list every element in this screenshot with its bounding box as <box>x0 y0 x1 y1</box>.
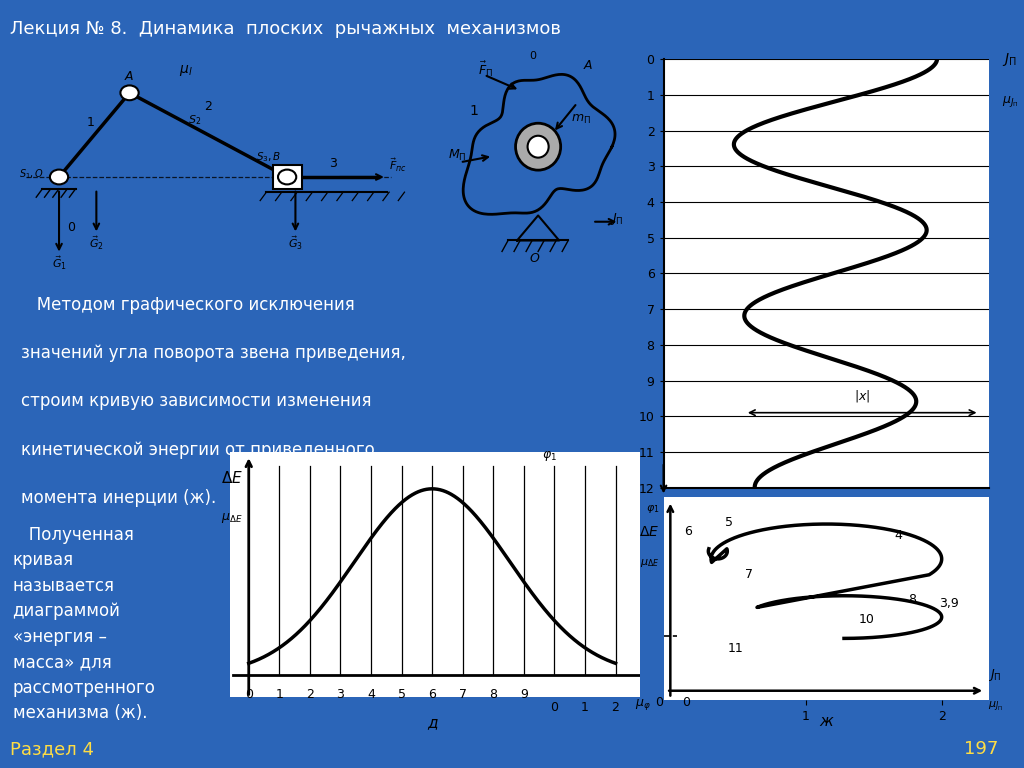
Circle shape <box>50 170 69 184</box>
Text: рассмотренного: рассмотренного <box>12 679 156 697</box>
Text: $\mu_{J_{\Pi}}$: $\mu_{J_{\Pi}}$ <box>1002 94 1019 110</box>
Text: $A$: $A$ <box>124 70 135 83</box>
Text: 7: 7 <box>459 688 467 701</box>
Text: ж: ж <box>819 713 834 729</box>
Text: $\vec{F}_{\Pi}$: $\vec{F}_{\Pi}$ <box>478 59 493 79</box>
Text: $M_{\Pi}$: $M_{\Pi}$ <box>447 148 466 164</box>
Text: $S_1,O$: $S_1,O$ <box>19 167 44 180</box>
Text: 8: 8 <box>489 688 498 701</box>
Text: $\vec{G}_2$: $\vec{G}_2$ <box>89 234 103 251</box>
Text: $0$: $0$ <box>655 697 664 709</box>
Text: строим кривую зависимости изменения: строим кривую зависимости изменения <box>22 392 372 410</box>
Text: Лекция № 8.  Динамика  плоских  рычажных  механизмов: Лекция № 8. Динамика плоских рычажных ме… <box>10 20 561 38</box>
Text: 1: 1 <box>275 688 284 701</box>
Text: 3,9: 3,9 <box>939 597 958 610</box>
Text: $0$: $0$ <box>529 49 538 61</box>
Text: Раздел 4: Раздел 4 <box>10 740 94 758</box>
Text: $\Delta E$: $\Delta E$ <box>562 515 583 529</box>
Text: 5: 5 <box>397 688 406 701</box>
Text: $S_3,B$: $S_3,B$ <box>256 151 282 164</box>
Text: 5: 5 <box>725 515 733 528</box>
Text: $J_{\Pi}$: $J_{\Pi}$ <box>988 667 1001 683</box>
Text: 197: 197 <box>964 740 998 758</box>
Text: момента инерции (ж).: момента инерции (ж). <box>22 489 216 507</box>
Text: 0: 0 <box>245 688 253 701</box>
Text: $\mu_l$: $\mu_l$ <box>179 63 193 78</box>
Text: $m_{\Pi}$: $m_{\Pi}$ <box>571 113 591 126</box>
Text: 2: 2 <box>611 701 620 714</box>
Text: 6: 6 <box>684 525 692 538</box>
Text: $\vec{G}_1$: $\vec{G}_1$ <box>51 254 67 272</box>
Text: 2: 2 <box>306 688 313 701</box>
Text: 8: 8 <box>908 593 915 606</box>
Text: $S_2$: $S_2$ <box>187 113 201 127</box>
Text: 9: 9 <box>520 688 527 701</box>
Text: называется: называется <box>12 577 115 595</box>
Text: 1: 1 <box>581 701 589 714</box>
Text: $e$: $e$ <box>838 502 848 516</box>
Text: $0$: $0$ <box>68 221 77 234</box>
Text: 4: 4 <box>894 529 902 542</box>
Text: $|x|$: $|x|$ <box>854 389 870 404</box>
Text: масса» для: масса» для <box>12 653 112 671</box>
Text: $\mu_{\varphi}$: $\mu_{\varphi}$ <box>636 697 651 713</box>
Text: $1$: $1$ <box>86 117 95 130</box>
Text: $\mu_{\Delta E}$: $\mu_{\Delta E}$ <box>561 543 584 557</box>
Text: механизма (ж).: механизма (ж). <box>12 704 147 722</box>
Text: $\Delta E$: $\Delta E$ <box>639 525 659 539</box>
Text: «энергия –: «энергия – <box>12 627 106 646</box>
Text: $2$: $2$ <box>204 100 213 113</box>
Text: $\varphi_1$: $\varphi_1$ <box>565 496 580 510</box>
Text: 3: 3 <box>337 688 344 701</box>
Circle shape <box>527 136 549 157</box>
Text: 4: 4 <box>367 688 375 701</box>
Text: 7: 7 <box>745 568 753 581</box>
Text: $\varphi_1$: $\varphi_1$ <box>646 503 659 515</box>
Text: $\mu_{J_{\Pi}}$: $\mu_{J_{\Pi}}$ <box>988 700 1002 714</box>
Circle shape <box>278 170 296 184</box>
Text: кинетической энергии от приведенного: кинетической энергии от приведенного <box>22 441 375 458</box>
Text: 6: 6 <box>428 688 436 701</box>
Text: $3$: $3$ <box>329 157 338 170</box>
Circle shape <box>121 85 138 100</box>
Text: значений угла поворота звена приведения,: значений угла поворота звена приведения, <box>22 344 406 362</box>
Text: 11: 11 <box>728 641 743 654</box>
Text: $\vec{F}_{пс}$: $\vec{F}_{пс}$ <box>389 157 407 174</box>
Text: $\mu_{\Delta E}$: $\mu_{\Delta E}$ <box>640 557 659 569</box>
Text: $\vec{G}_3$: $\vec{G}_3$ <box>288 234 303 251</box>
Circle shape <box>515 123 561 170</box>
Text: д: д <box>427 715 437 730</box>
Text: $0$: $0$ <box>682 697 691 709</box>
Text: $A$: $A$ <box>584 58 594 71</box>
Text: $J_{\Pi}$: $J_{\Pi}$ <box>1002 51 1017 68</box>
Text: $\mu_{\Delta E}$: $\mu_{\Delta E}$ <box>221 511 243 525</box>
Text: $1$: $1$ <box>469 104 478 118</box>
Text: $J_{\Pi}$: $J_{\Pi}$ <box>610 210 624 227</box>
Text: $\Delta E$: $\Delta E$ <box>221 470 244 486</box>
Text: кривая: кривая <box>12 551 74 569</box>
Text: Полученная: Полученная <box>12 526 133 544</box>
Text: $O$: $O$ <box>529 253 541 266</box>
Text: Методом графического исключения: Методом графического исключения <box>22 296 355 313</box>
Text: 0: 0 <box>551 701 558 714</box>
Text: $\varphi_1$: $\varphi_1$ <box>542 449 557 463</box>
FancyBboxPatch shape <box>272 165 302 189</box>
Text: 10: 10 <box>859 613 876 625</box>
Text: диаграммой: диаграммой <box>12 602 121 621</box>
